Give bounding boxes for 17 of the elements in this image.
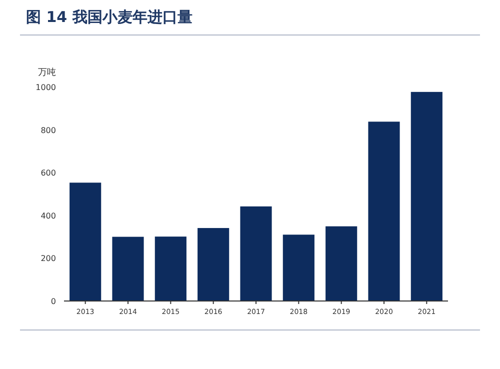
y-tick-label: 800	[40, 126, 56, 135]
bar	[198, 228, 230, 301]
y-tick-label: 1000	[36, 83, 56, 92]
title: 图 14 我国小麦年进口量	[26, 8, 192, 26]
bar	[326, 226, 358, 301]
y-tick-label: 600	[40, 168, 56, 178]
bar	[240, 206, 272, 301]
bar	[154, 236, 186, 301]
y-tick-label: 200	[40, 254, 56, 264]
bar	[282, 234, 314, 301]
bar	[410, 92, 442, 301]
y-tick-label: 0	[50, 297, 56, 306]
y-tick-label: 400	[40, 211, 56, 220]
ylabel: 万吨	[38, 68, 56, 78]
bar	[368, 122, 400, 301]
bar	[112, 236, 144, 301]
bar	[70, 182, 102, 301]
